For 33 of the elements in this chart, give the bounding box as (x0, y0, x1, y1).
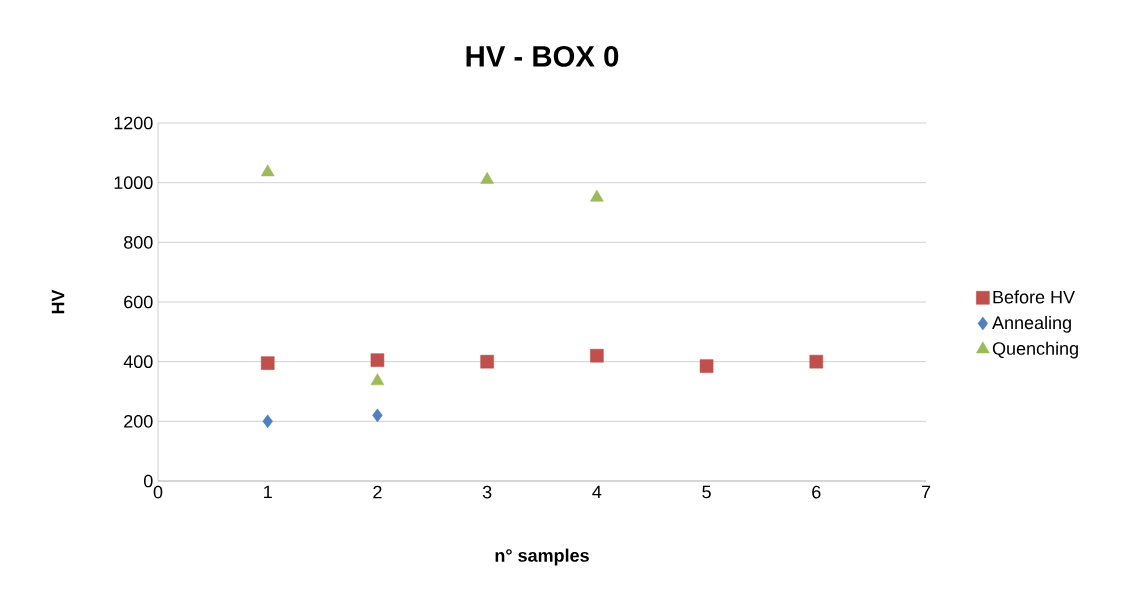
y-tick-label: 400 (123, 355, 153, 369)
point (260, 164, 275, 177)
y-tick-label: 0 (143, 474, 153, 488)
y-tick-label: 800 (124, 235, 153, 249)
point (699, 359, 714, 373)
x-axis-title: n° samples (495, 548, 589, 566)
x-tick-label: 2 (373, 485, 382, 499)
point (590, 189, 604, 202)
chart-title: HV - BOX 0 (466, 45, 619, 67)
y-tick-label: 600 (124, 295, 153, 309)
y-tick-label: 1200 (114, 116, 153, 130)
legend-label: Quenching (992, 341, 1078, 359)
point (370, 353, 385, 367)
x-tick-label: 1 (264, 485, 272, 499)
x-tick-label: 6 (812, 485, 821, 499)
point (590, 348, 604, 363)
x-tick-label: 5 (702, 485, 711, 499)
x-tick-label: 4 (592, 485, 602, 499)
point (260, 356, 275, 370)
x-tick-label: 3 (482, 485, 492, 499)
y-tick-label: 1000 (114, 176, 153, 190)
y-axis-title: HV (51, 289, 65, 314)
point (372, 408, 383, 423)
y-tick-label: 200 (124, 414, 153, 428)
point (262, 414, 273, 429)
x-tick-label: 7 (921, 485, 931, 499)
x-tick-label: 0 (153, 485, 163, 499)
point (480, 171, 494, 184)
point (809, 354, 824, 369)
legend-label: Annealing (992, 315, 1071, 333)
legend-label: Before HV (993, 290, 1075, 304)
point (370, 373, 385, 386)
point (480, 354, 494, 369)
